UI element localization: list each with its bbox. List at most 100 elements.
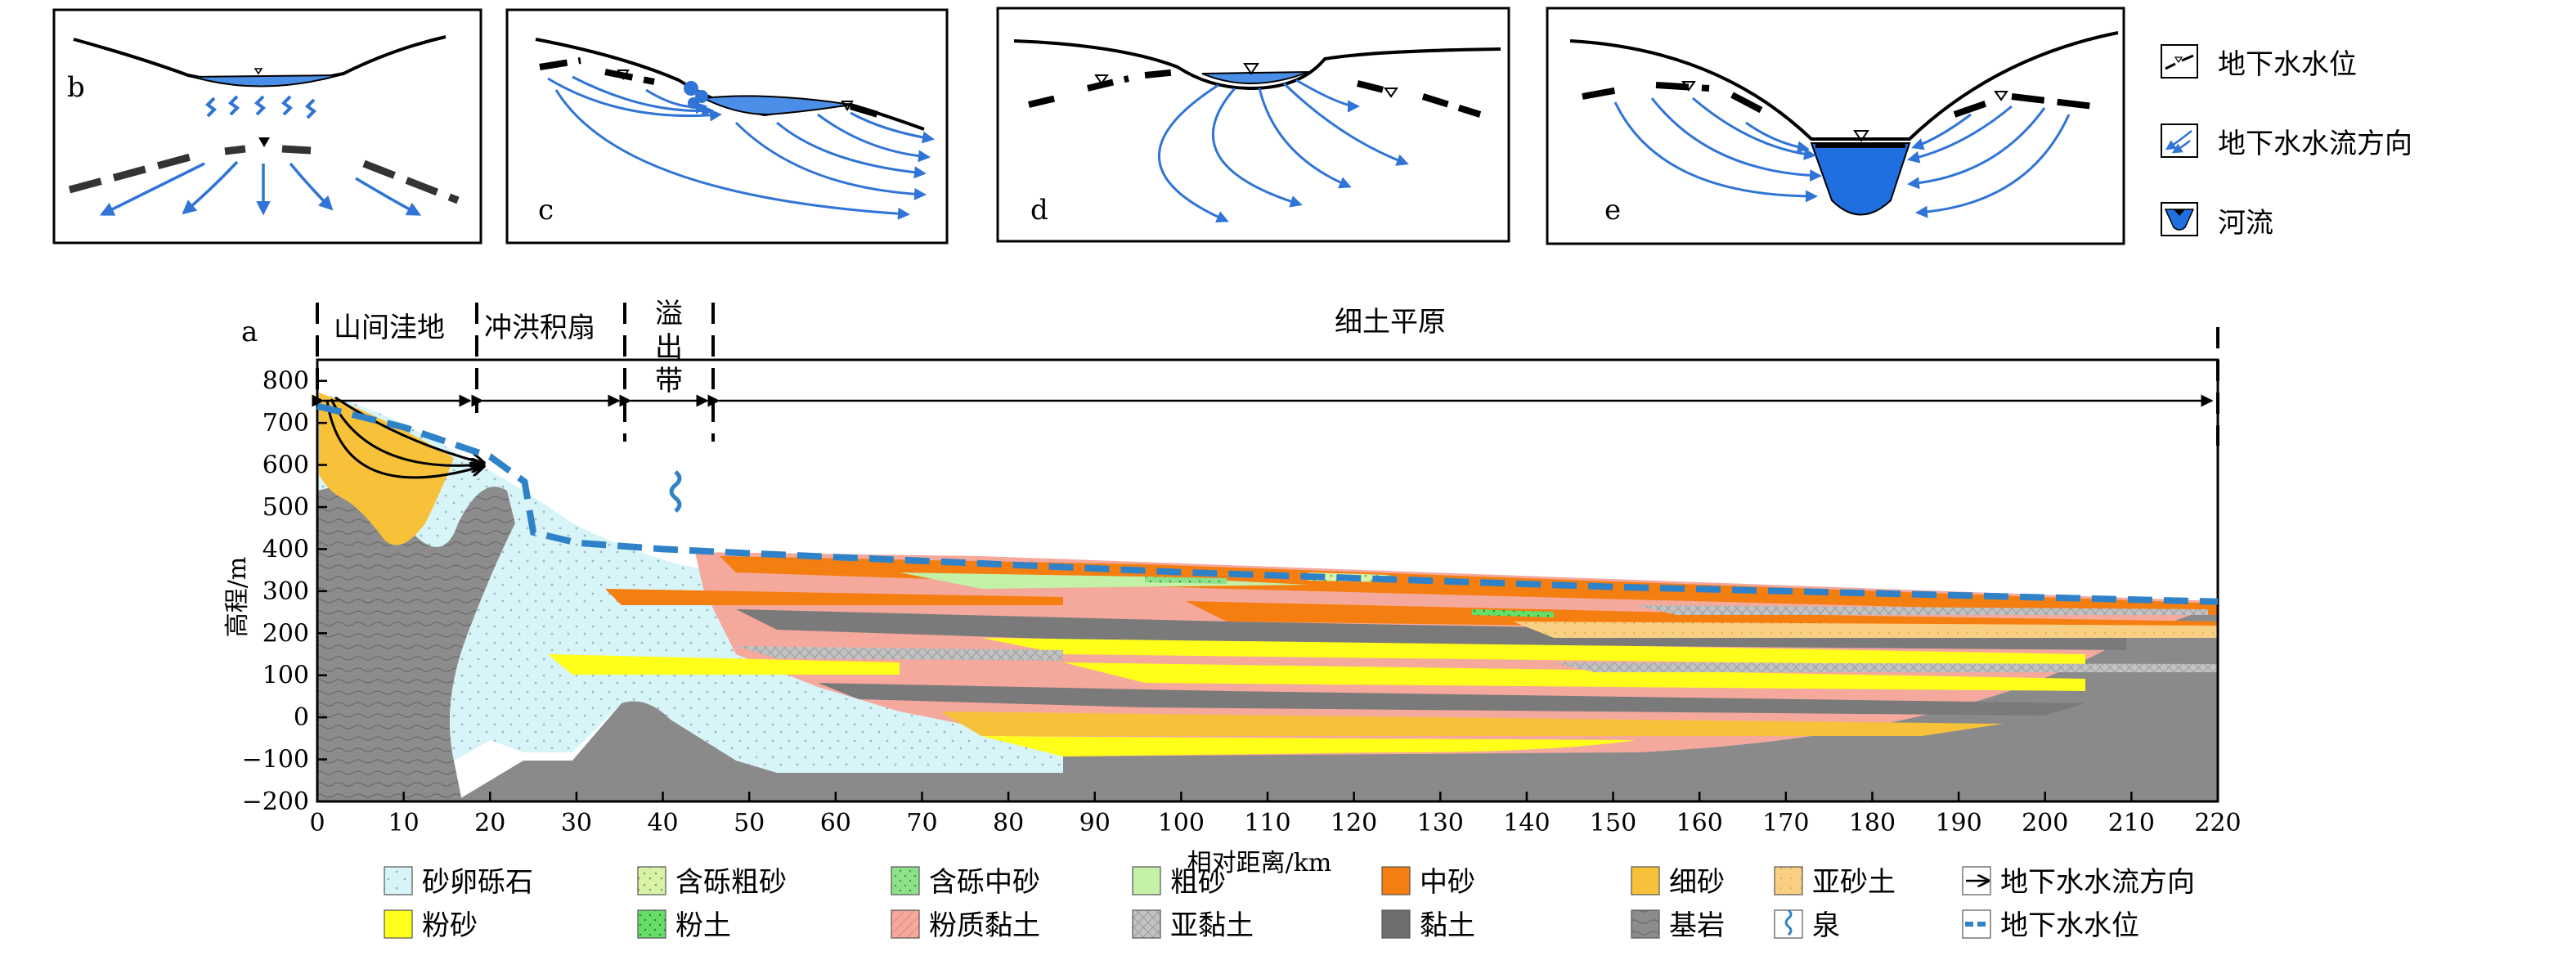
y-tick-label: 0 <box>294 703 309 732</box>
svg-text:带: 带 <box>655 365 683 397</box>
legend-label: 含砾中砂 <box>929 866 1040 899</box>
x-axis-ticks: 0 10 20 30 40 50 60 70 80 90 100 110 120 130 140 150 160… <box>309 792 2242 837</box>
svg-text:出: 出 <box>655 331 683 364</box>
zone-plain-label: 细土平原 <box>1335 306 1446 339</box>
legend-label: 粉砂 <box>422 909 478 942</box>
inset-c: c <box>505 8 949 245</box>
inset-b-water-table-symbol <box>258 137 270 147</box>
zone-boundaries <box>316 303 2219 446</box>
inset-d-letter: d <box>1030 194 1048 227</box>
y-tick-label: 200 <box>263 619 309 648</box>
inset-d-frame <box>996 7 1510 243</box>
x-tick-label: 120 <box>1331 809 1377 837</box>
layer-clay-basement <box>458 605 2218 801</box>
zone-overflow-label: 溢 出 带 <box>655 298 683 397</box>
legend-item-silt-sand: 粉砂 <box>384 909 478 942</box>
inset-e-letter: e <box>1604 194 1621 227</box>
legend-label: 含砾粗砂 <box>675 866 787 899</box>
inset-e-ground <box>1569 31 2119 141</box>
legend-label: 细砂 <box>1669 866 1725 899</box>
legend-item-medium-sand: 中砂 <box>1381 866 1475 899</box>
x-tick-label: 210 <box>2108 809 2155 837</box>
layer-coarse-sand-top <box>900 572 1308 589</box>
inset-d-water-table <box>1028 69 1482 118</box>
legend-label: 砂卵砾石 <box>422 866 533 899</box>
legend-item-gravel: 砂卵砾石 <box>384 866 533 899</box>
section-letter: a <box>241 316 258 348</box>
layer-fine-sand-lower <box>940 711 2004 736</box>
layer-sandy-loam <box>1513 622 2218 638</box>
x-tick-label: 0 <box>309 809 325 837</box>
inset-c-letter: c <box>538 194 554 227</box>
legend-swatch <box>891 866 920 895</box>
legend-swatch <box>1381 909 1411 939</box>
inset-b-flow-arrows <box>99 160 422 216</box>
x-tick-label: 150 <box>1590 809 1636 837</box>
inset-d-flow-arrows <box>1158 79 1409 223</box>
inset-legend-river-label: 河流 <box>2218 207 2273 240</box>
legend-swatch <box>637 909 666 939</box>
layer-sub-clay-top <box>1636 605 2208 615</box>
cross-section: a 山间洼地 冲洪积扇 溢 出 带 细土平原 80070060050040030… <box>223 298 2242 877</box>
layer-clay-band-2 <box>818 683 2085 716</box>
legend-label: 亚砂土 <box>1812 866 1896 899</box>
legend-label: 泉 <box>1812 909 1840 942</box>
inset-legend: 地下水水位 地下水水流方向 河流 <box>2161 44 2412 240</box>
zone-alluvial-fan-label: 冲洪积扇 <box>484 312 595 344</box>
legend-label: 粉土 <box>675 909 731 942</box>
x-tick-label: 170 <box>1762 809 1809 837</box>
legend-label: 黏土 <box>1420 909 1475 942</box>
y-tick-label: −200 <box>242 788 309 816</box>
legend-swatch <box>1631 909 1660 939</box>
x-tick-label: 220 <box>2194 809 2241 837</box>
x-tick-label: 50 <box>734 809 765 837</box>
x-tick-label: 20 <box>474 809 505 837</box>
layer-sub-clay-1 <box>736 646 1063 661</box>
inset-e-river <box>1810 142 1911 216</box>
inset-legend-flow-label: 地下水水流方向 <box>2218 128 2412 160</box>
legend-label: 中砂 <box>1420 866 1475 899</box>
svg-text:溢: 溢 <box>655 298 683 330</box>
layer-silt-sand-1 <box>981 638 2085 667</box>
y-tick-label: 100 <box>263 662 309 690</box>
x-tick-label: 60 <box>820 809 851 837</box>
spring-icon <box>669 470 682 513</box>
x-tick-label: 90 <box>1079 809 1111 837</box>
legend-swatch <box>1132 866 1161 895</box>
x-tick-label: 190 <box>1935 809 1981 837</box>
legend-item-fine-sand: 细砂 <box>1631 866 1725 899</box>
x-tick-label: 200 <box>2022 809 2068 837</box>
y-axis-label: 高程/m <box>223 557 252 638</box>
legend-item-flow-arrow: 地下水水流方向 <box>1962 866 2195 899</box>
legend-swatch <box>891 909 920 939</box>
x-tick-label: 70 <box>906 809 937 837</box>
inset-c-spring-icon <box>684 81 698 96</box>
y-tick-label: 700 <box>263 409 309 438</box>
legend-label: 粉质黏土 <box>929 909 1040 942</box>
x-tick-label: 160 <box>1676 809 1723 837</box>
legend-swatch <box>1631 866 1660 895</box>
y-tick-label: 800 <box>263 367 309 396</box>
legend-swatch <box>1381 866 1411 895</box>
inset-e-frame <box>1546 7 2125 245</box>
inset-legend-water-table-label: 地下水水位 <box>2218 48 2357 81</box>
x-tick-label: 140 <box>1503 809 1550 837</box>
layer-gravelly-medium-sand-lens <box>1145 577 1227 584</box>
inset-b-letter: b <box>67 71 85 104</box>
y-tick-label: −100 <box>242 746 309 774</box>
legend-item-bedrock: 基岩 <box>1631 909 1725 942</box>
x-tick-label: 130 <box>1417 809 1464 837</box>
x-tick-label: 110 <box>1244 809 1290 837</box>
inset-d: d <box>996 7 1510 243</box>
x-tick-label: 10 <box>388 809 420 837</box>
legend-item-sub-clay: 亚黏土 <box>1132 909 1254 942</box>
inset-b-seepage-arrows <box>204 95 317 119</box>
legend-label: 地下水水流方向 <box>2000 866 2195 899</box>
legend-item-silty-clay: 粉质黏土 <box>891 909 1040 942</box>
y-tick-label: 300 <box>263 577 309 606</box>
x-axis-label: 相对距离/km <box>1187 849 1332 877</box>
legend-item-silt: 粉土 <box>637 909 731 942</box>
inset-c-flow-arrows <box>547 75 935 220</box>
